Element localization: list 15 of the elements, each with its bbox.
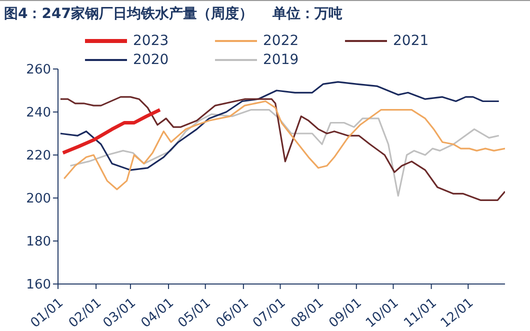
- legend-label: 2020: [132, 50, 170, 69]
- line-series: [60, 81, 500, 171]
- y-tick-label: 260: [26, 62, 51, 78]
- y-tick-label: 240: [26, 106, 51, 121]
- legend-label: 2023: [132, 32, 170, 50]
- line-series: [61, 108, 162, 155]
- legend-label: 2022: [262, 32, 300, 50]
- legend-label: 2019: [262, 50, 300, 69]
- y-tick-label: 220: [26, 148, 51, 164]
- legend-label: 2021: [392, 32, 430, 50]
- y-tick-label: 200: [26, 192, 51, 207]
- chart-title: 图4：247家钢厂日均铁水产量（周度） 单位：万吨: [0, 0, 530, 27]
- line-series: [69, 109, 500, 197]
- y-tick-label: 160: [26, 278, 51, 293]
- y-tick-label: 180: [26, 234, 51, 250]
